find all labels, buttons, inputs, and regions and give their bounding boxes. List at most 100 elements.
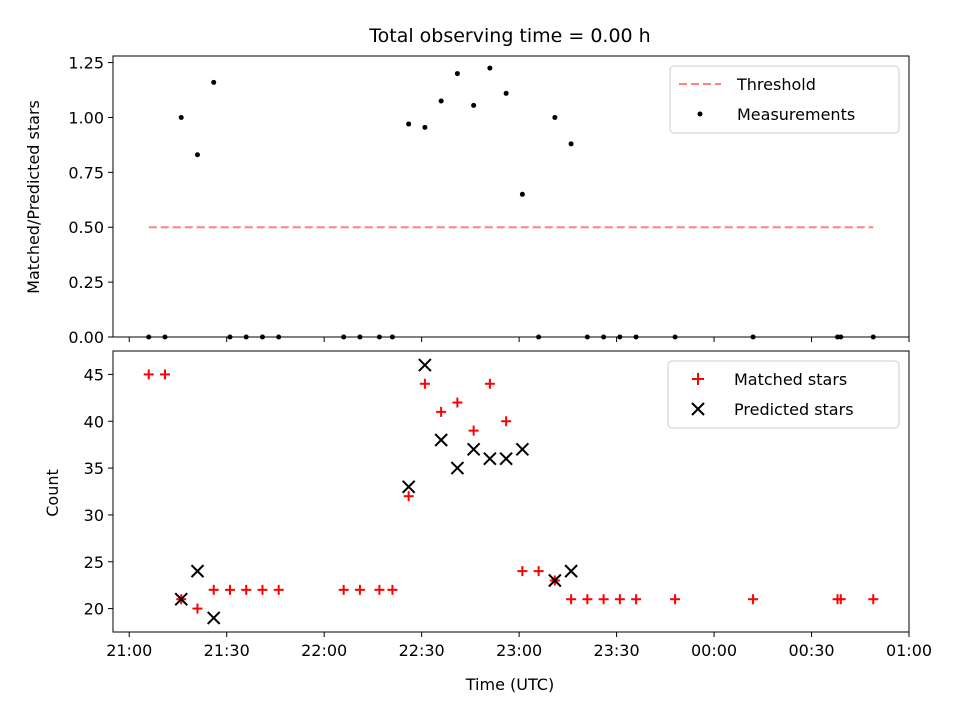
x-tick-label: 00:30 bbox=[788, 641, 834, 660]
measurement-point bbox=[750, 334, 756, 340]
measurement-point bbox=[194, 152, 200, 158]
matched-star-marker bbox=[257, 584, 268, 595]
x-tick-label: 21:00 bbox=[106, 641, 152, 660]
legend-threshold-label: Threshold bbox=[736, 75, 816, 94]
legend-predicted-swatch bbox=[691, 402, 705, 416]
matched-star-marker bbox=[273, 584, 284, 595]
predicted-star-marker bbox=[174, 592, 188, 606]
matched-star-marker bbox=[582, 594, 593, 605]
top-y-tick-label: 1.25 bbox=[68, 54, 104, 73]
matched-star-marker bbox=[241, 584, 252, 595]
bottom-y-tick-label: 45 bbox=[84, 365, 104, 384]
matched-star-marker bbox=[338, 584, 349, 595]
x-tick-label: 00:00 bbox=[691, 641, 737, 660]
predicted-star-marker bbox=[466, 442, 481, 457]
bottom-legend-box bbox=[667, 360, 900, 429]
matched-star-marker bbox=[387, 584, 398, 595]
matched-star-marker bbox=[868, 594, 879, 605]
x-tick-label: 23:30 bbox=[594, 641, 640, 660]
matched-star-marker bbox=[192, 603, 203, 614]
predicted-star-marker bbox=[499, 452, 513, 466]
measurement-point bbox=[552, 114, 558, 120]
measurement-point bbox=[259, 334, 265, 340]
measurement-point bbox=[438, 98, 444, 104]
x-tick-label: 23:00 bbox=[496, 641, 542, 660]
measurement-point bbox=[838, 334, 844, 340]
measurement-point bbox=[601, 334, 607, 340]
matched-star-marker bbox=[533, 566, 544, 577]
legend-matched-label: Matched stars bbox=[734, 370, 847, 389]
bottom-y-tick-label: 20 bbox=[84, 600, 104, 619]
x-axis-label: Time (UTC) bbox=[465, 675, 554, 694]
matched-star-marker bbox=[374, 584, 385, 595]
measurement-point bbox=[870, 334, 876, 340]
top-panel: 0.00 0.25 0.50 0.75 1.00 1.25 bbox=[68, 54, 910, 347]
predicted-star-marker bbox=[401, 480, 416, 494]
bottom-legend: Matched stars Predicted stars bbox=[667, 360, 900, 429]
bottom-y-tick-label: 25 bbox=[84, 553, 104, 572]
top-legend: Threshold Measurements bbox=[669, 65, 900, 134]
matched-star-marker bbox=[484, 378, 495, 389]
measurement-point bbox=[389, 334, 395, 340]
measurement-point bbox=[243, 334, 249, 340]
legend-matched-swatch bbox=[692, 373, 704, 385]
measurement-point bbox=[341, 334, 347, 340]
x-tick-label: 21:30 bbox=[204, 641, 250, 660]
measurement-point bbox=[406, 121, 412, 127]
top-plot-frame bbox=[112, 55, 910, 338]
measurement-point bbox=[376, 334, 382, 340]
predicted-star-marker bbox=[548, 573, 562, 588]
matched-star-marker bbox=[419, 378, 430, 389]
top-y-tick-label: 0.50 bbox=[68, 218, 104, 237]
matched-star-marker bbox=[143, 369, 154, 380]
matched-star-marker bbox=[598, 594, 609, 605]
matched-star-marker bbox=[452, 397, 463, 408]
legend-measurements-swatch bbox=[697, 111, 703, 117]
matched-star-marker bbox=[501, 416, 512, 427]
measurement-point bbox=[162, 334, 168, 340]
legend-measurements-label: Measurements bbox=[737, 105, 855, 124]
matched-star-marker bbox=[224, 584, 235, 595]
bottom-y-tick-label: 40 bbox=[84, 412, 104, 431]
x-tick-label: 01:00 bbox=[886, 641, 932, 660]
predicted-star-marker bbox=[207, 611, 221, 625]
x-tick-label: 22:00 bbox=[301, 641, 347, 660]
predicted-star-marker bbox=[483, 452, 497, 466]
matched-star-marker bbox=[208, 584, 219, 595]
matched-star-marker bbox=[631, 594, 642, 605]
matched-star-marker bbox=[748, 594, 759, 605]
measurement-point bbox=[471, 102, 477, 108]
matched-star-marker bbox=[403, 491, 414, 502]
measurement-point bbox=[178, 114, 184, 120]
predicted-star-marker bbox=[450, 461, 465, 475]
top-legend-box bbox=[669, 65, 900, 134]
measurement-point bbox=[584, 334, 590, 340]
top-y-tick-label: 1.00 bbox=[68, 108, 104, 127]
measurement-point bbox=[536, 334, 542, 340]
measurement-point bbox=[276, 334, 282, 340]
predicted-star-marker bbox=[564, 564, 578, 578]
bottom-panel: 21:00 21:30 22:00 22:30 23:00 23:30 00:00 00:30… bbox=[84, 350, 932, 660]
measurement-point bbox=[672, 334, 678, 340]
measurement-point bbox=[357, 334, 363, 340]
bottom-y-tick-label: 30 bbox=[84, 506, 104, 525]
measurement-point bbox=[227, 334, 233, 340]
top-y-tick-label: 0.75 bbox=[68, 163, 104, 182]
matched-star-marker bbox=[835, 594, 846, 605]
measurement-point bbox=[487, 65, 493, 71]
measurement-point bbox=[211, 79, 217, 85]
matched-star-marker bbox=[354, 584, 365, 595]
bottom-plot-frame bbox=[112, 350, 910, 633]
predicted-star-marker bbox=[418, 358, 432, 372]
measurement-point bbox=[519, 191, 525, 197]
chart-title: Total observing time = 0.00 h bbox=[368, 25, 650, 47]
measurement-point bbox=[454, 71, 460, 77]
measurement-point bbox=[633, 334, 639, 340]
top-y-tick-label: 0.25 bbox=[68, 273, 104, 292]
matched-star-marker bbox=[670, 594, 681, 605]
predicted-star-marker bbox=[190, 564, 205, 578]
bottom-y-axis-label: Count bbox=[43, 469, 62, 517]
x-tick-label: 22:30 bbox=[399, 641, 445, 660]
matched-star-marker bbox=[159, 369, 170, 380]
